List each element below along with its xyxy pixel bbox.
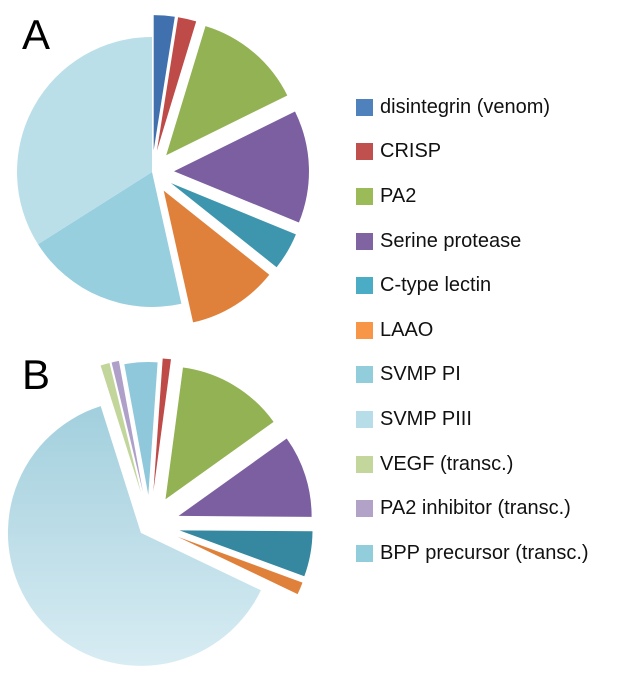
legend-swatch-svmp-piii: [356, 410, 373, 428]
pie-slice-pa2: [165, 367, 274, 500]
pie-slice-bpp-precursor-transc: [124, 362, 158, 495]
legend-swatch-pa2: [356, 187, 373, 205]
legend-label: SVMP PI: [380, 363, 461, 386]
legend-label: SVMP PIII: [380, 407, 472, 430]
legend-swatch-serine-protease: [356, 232, 373, 250]
legend-label: LAAO: [380, 318, 434, 341]
pie-slice-pa2: [166, 26, 288, 156]
pie-slice-serine-protease: [174, 111, 309, 223]
legend-label: Serine protease: [380, 229, 522, 252]
legend-label: CRISP: [380, 140, 442, 163]
pie-slice-c-type-lectin: [171, 183, 296, 268]
legend-item: PA2: [356, 174, 589, 219]
pie-slice-serine-protease: [178, 438, 312, 517]
legend-swatch-pa2-inhibitor: [356, 500, 373, 518]
legend-item: C-type lectin: [356, 263, 589, 308]
legend-item: Serine protease: [356, 219, 589, 264]
legend-label: VEGF (transc.): [380, 452, 514, 475]
pie-slice-svmp-pi: [38, 172, 182, 307]
pie-slice-disintegrin-venom: [153, 15, 175, 151]
legend-item: SVMP PIII: [356, 397, 589, 442]
legend-label: PA2: [380, 184, 417, 207]
legend-swatch-bpp-precursor: [356, 544, 373, 562]
legend-swatch-crisp: [356, 143, 373, 161]
pie-chart-a: [17, 15, 309, 323]
pie-slice-svmp-piii: [7, 406, 261, 666]
legend-label: BPP precursor (transc.): [380, 541, 589, 564]
legend-item: CRISP: [356, 130, 589, 175]
legend-item: disintegrin (venom): [356, 85, 589, 130]
legend-label: C-type lectin: [380, 274, 492, 297]
pie-slice-pa2-inhibitor-transc: [111, 360, 143, 492]
legend-swatch-vegf: [356, 455, 373, 473]
legend-label: disintegrin (venom): [380, 95, 551, 118]
legend-item: VEGF (transc.): [356, 442, 589, 487]
pie-slice-laao: [177, 536, 303, 595]
legend-swatch-disintegrin: [356, 98, 373, 116]
pie-slice-c-type-lectin: [179, 530, 313, 577]
legend-item: SVMP PI: [356, 353, 589, 398]
panel-label-a: A: [22, 11, 51, 58]
pie-slice-crisp: [153, 358, 171, 492]
legend-swatch-laao: [356, 321, 373, 339]
pie-slice-vegf-transc: [100, 363, 141, 493]
pie-slice-crisp: [156, 17, 197, 151]
legend-swatch-svmp-pi: [356, 366, 373, 384]
legend-item: LAAO: [356, 308, 589, 353]
legend-label: PA2 inhibitor (transc.): [380, 497, 571, 520]
legend-item: BPP precursor (transc.): [356, 531, 589, 576]
pie-chart-b: [7, 358, 313, 666]
pie-slice-laao: [163, 190, 270, 323]
legend: disintegrin (venom) CRISP PA2 Serine pro…: [356, 85, 589, 576]
panel-label-b: B: [22, 351, 51, 398]
legend-swatch-c-type-lectin: [356, 277, 373, 295]
legend-item: PA2 inhibitor (transc.): [356, 486, 589, 531]
pie-slice-svmp-piii: [17, 37, 152, 245]
